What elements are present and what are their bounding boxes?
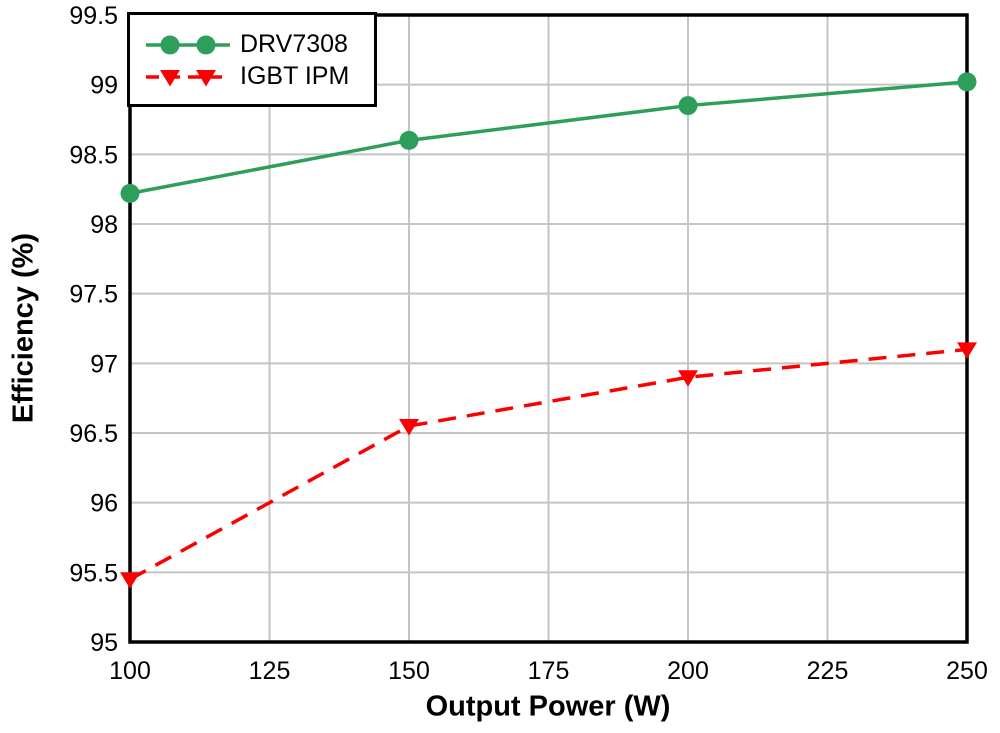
x-tick-label: 150	[388, 657, 430, 685]
data-point-marker	[678, 370, 698, 387]
data-point-marker	[399, 419, 419, 436]
data-point-marker	[678, 96, 698, 116]
x-axis-title: Output Power (W)	[425, 690, 671, 723]
y-axis-title: Efficiency (%)	[7, 232, 40, 424]
data-point-marker	[196, 69, 216, 86]
legend: DRV7308 IGBT IPM	[127, 12, 377, 107]
legend-label-igbt-ipm: IGBT IPM	[240, 61, 350, 90]
legend-label-drv7308: DRV7308	[240, 29, 348, 58]
data-point-marker	[399, 130, 419, 150]
x-tick-label: 100	[109, 657, 151, 685]
x-tick-label: 175	[528, 657, 570, 685]
y-tick-label: 98	[90, 211, 118, 239]
y-tick-label: 98.5	[69, 141, 118, 169]
legend-item-drv7308: DRV7308	[144, 29, 374, 59]
data-point-marker	[160, 35, 180, 54]
y-tick-label: 96	[90, 490, 118, 518]
y-tick-label: 95	[90, 629, 118, 657]
x-tick-label: 200	[667, 657, 709, 685]
x-tick-label: 225	[807, 657, 849, 685]
y-tick-label: 95.5	[69, 559, 118, 587]
y-tick-label: 96.5	[69, 420, 118, 448]
x-tick-label: 125	[249, 657, 291, 685]
data-point-marker	[120, 183, 140, 203]
data-point-marker	[196, 35, 216, 54]
data-point-marker	[957, 342, 977, 359]
y-tick-label: 99	[90, 72, 118, 100]
legend-item-igbt-ipm: IGBT IPM	[144, 61, 374, 91]
legend-swatch-igbt-ipm-icon	[146, 69, 230, 86]
y-tick-label: 97	[90, 350, 118, 378]
plot-frame	[128, 13, 969, 644]
data-point-marker	[957, 72, 977, 92]
series-line-igbt-ipm	[129, 347, 968, 581]
series-line-drv7308	[129, 80, 968, 196]
y-tick-label: 97.5	[69, 281, 118, 309]
data-point-marker	[160, 69, 180, 86]
legend-swatch-drv7308-icon	[146, 35, 230, 54]
data-point-marker	[120, 572, 140, 589]
y-tick-label: 99.5	[69, 2, 118, 30]
x-tick-label: 250	[946, 657, 988, 685]
